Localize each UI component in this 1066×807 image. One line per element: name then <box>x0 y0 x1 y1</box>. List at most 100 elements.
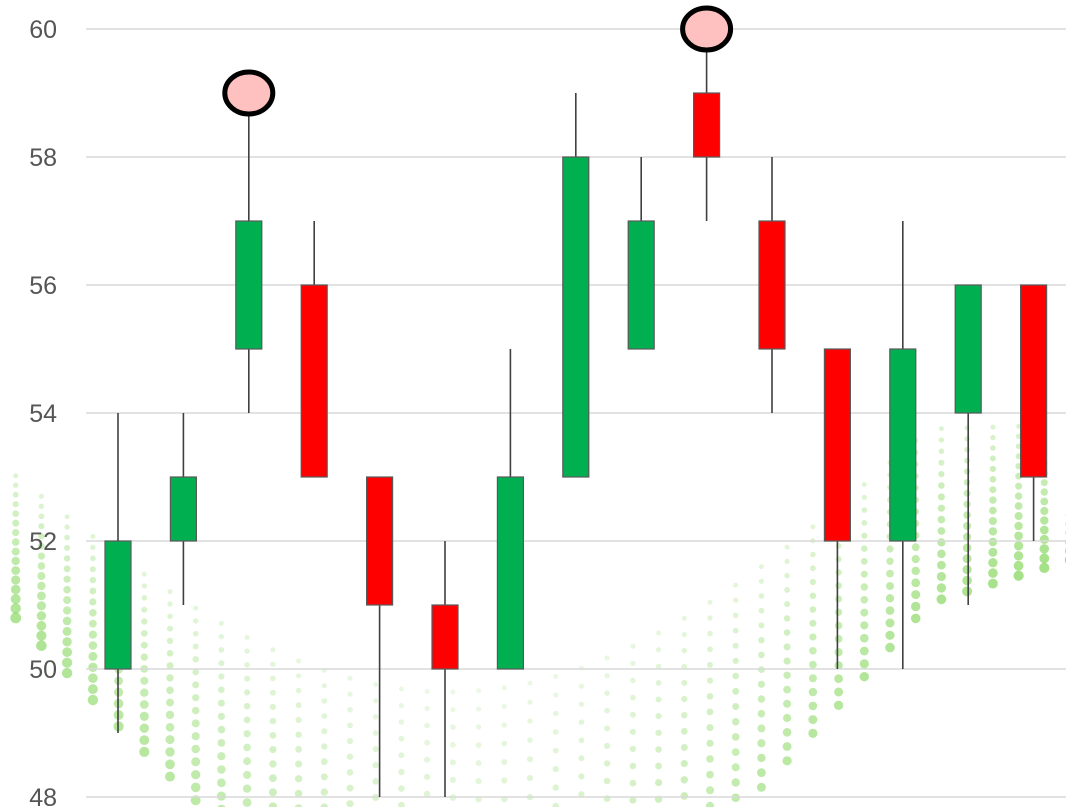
decor-dot <box>63 585 71 594</box>
decor-dot <box>809 606 817 613</box>
decor-dot <box>527 680 533 686</box>
decor-dot <box>167 601 173 607</box>
decor-dot <box>476 706 482 712</box>
decor-dot <box>1039 562 1050 574</box>
decor-dot <box>784 572 790 579</box>
candle-body <box>823 348 852 542</box>
decor-dot <box>885 642 895 653</box>
decor-dot <box>964 446 970 453</box>
decor-dot <box>936 594 947 605</box>
decor-dot <box>10 603 21 614</box>
decor-dot <box>398 785 405 792</box>
decor-dot <box>911 543 920 552</box>
decor-dot <box>835 543 842 549</box>
decor-dot <box>757 695 766 703</box>
candle-body <box>104 540 132 670</box>
decor-dot <box>938 437 945 443</box>
decor-dot <box>243 743 251 752</box>
decor-dot <box>526 775 534 782</box>
decor-dot <box>938 448 945 455</box>
decor-dot <box>784 601 791 608</box>
decor-dot <box>62 657 73 668</box>
decor-dot <box>10 584 21 595</box>
decor-dot <box>809 660 817 669</box>
decor-dot <box>11 556 20 566</box>
decor-dot <box>36 620 47 631</box>
decor-dot <box>398 752 405 759</box>
decor-dot <box>860 633 869 643</box>
decor-dot <box>989 455 996 462</box>
decor-dot <box>910 613 921 624</box>
decor-dot <box>295 745 302 753</box>
decor-dot <box>962 543 972 553</box>
y-tick-label: 50 <box>29 656 57 684</box>
decor-dot <box>270 647 276 653</box>
decor-dot <box>681 679 688 686</box>
decor-dot <box>141 595 148 601</box>
decor-dot <box>140 641 148 649</box>
candle-down <box>680 5 734 221</box>
decor-dot <box>244 648 250 654</box>
decor-dot <box>552 747 559 754</box>
decor-dot <box>731 733 740 741</box>
decor-dot <box>886 569 894 578</box>
decor-dot <box>962 554 972 564</box>
decor-dot <box>140 676 149 685</box>
decor-dot <box>89 598 97 606</box>
decor-dot <box>886 545 894 553</box>
decor-dot <box>12 491 19 498</box>
decor-dot <box>165 759 175 770</box>
decor-dot <box>191 719 200 728</box>
decor-dot <box>860 570 868 578</box>
decor-dot <box>398 702 404 709</box>
decor-dot <box>192 643 199 650</box>
decor-dot <box>167 625 173 632</box>
decor-dot <box>63 575 71 583</box>
decor-dot <box>244 675 251 682</box>
decor-dot <box>962 586 973 597</box>
decor-dot <box>783 643 791 651</box>
decor-dot <box>141 571 147 577</box>
decor-dot <box>501 722 507 728</box>
decor-dot <box>706 677 714 684</box>
decor-dot <box>192 694 200 702</box>
decor-dot <box>269 774 277 782</box>
decor-dot <box>732 718 740 726</box>
decor-dot <box>758 578 765 584</box>
decor-dot <box>10 612 22 624</box>
decor-dot <box>372 746 379 753</box>
decor-dot <box>321 698 328 704</box>
decor-dot <box>218 633 225 640</box>
decor-dot <box>270 675 276 682</box>
decor-dot <box>834 635 843 643</box>
candle-down <box>431 541 459 797</box>
decor-dot <box>758 593 765 599</box>
decor-dot <box>681 615 687 621</box>
decor-dot <box>269 732 277 739</box>
decor-dot <box>140 688 149 697</box>
decor-dot <box>1015 482 1023 490</box>
decor-dot <box>552 802 559 807</box>
decor-dot <box>656 630 662 636</box>
candle-body <box>954 284 982 414</box>
decor-dot <box>38 513 45 520</box>
decor-dot <box>1039 544 1050 554</box>
decor-dot <box>963 532 972 542</box>
decor-dot <box>218 620 224 626</box>
decor-dot <box>527 756 533 763</box>
decor-dot <box>38 542 45 550</box>
decor-dot <box>424 773 431 781</box>
decor-dot <box>578 683 585 689</box>
decor-dot <box>217 765 226 774</box>
decor-dot <box>295 702 302 709</box>
decor-dot <box>655 713 662 720</box>
decor-dot <box>681 696 688 703</box>
decor-dot <box>89 587 97 595</box>
decor-dot <box>990 434 996 441</box>
decor-dot <box>783 657 791 665</box>
decor-dot <box>732 642 739 649</box>
decor-dot <box>373 682 379 687</box>
decor-dot <box>36 640 47 651</box>
decor-dot <box>166 674 174 682</box>
decor-dot <box>242 784 252 793</box>
